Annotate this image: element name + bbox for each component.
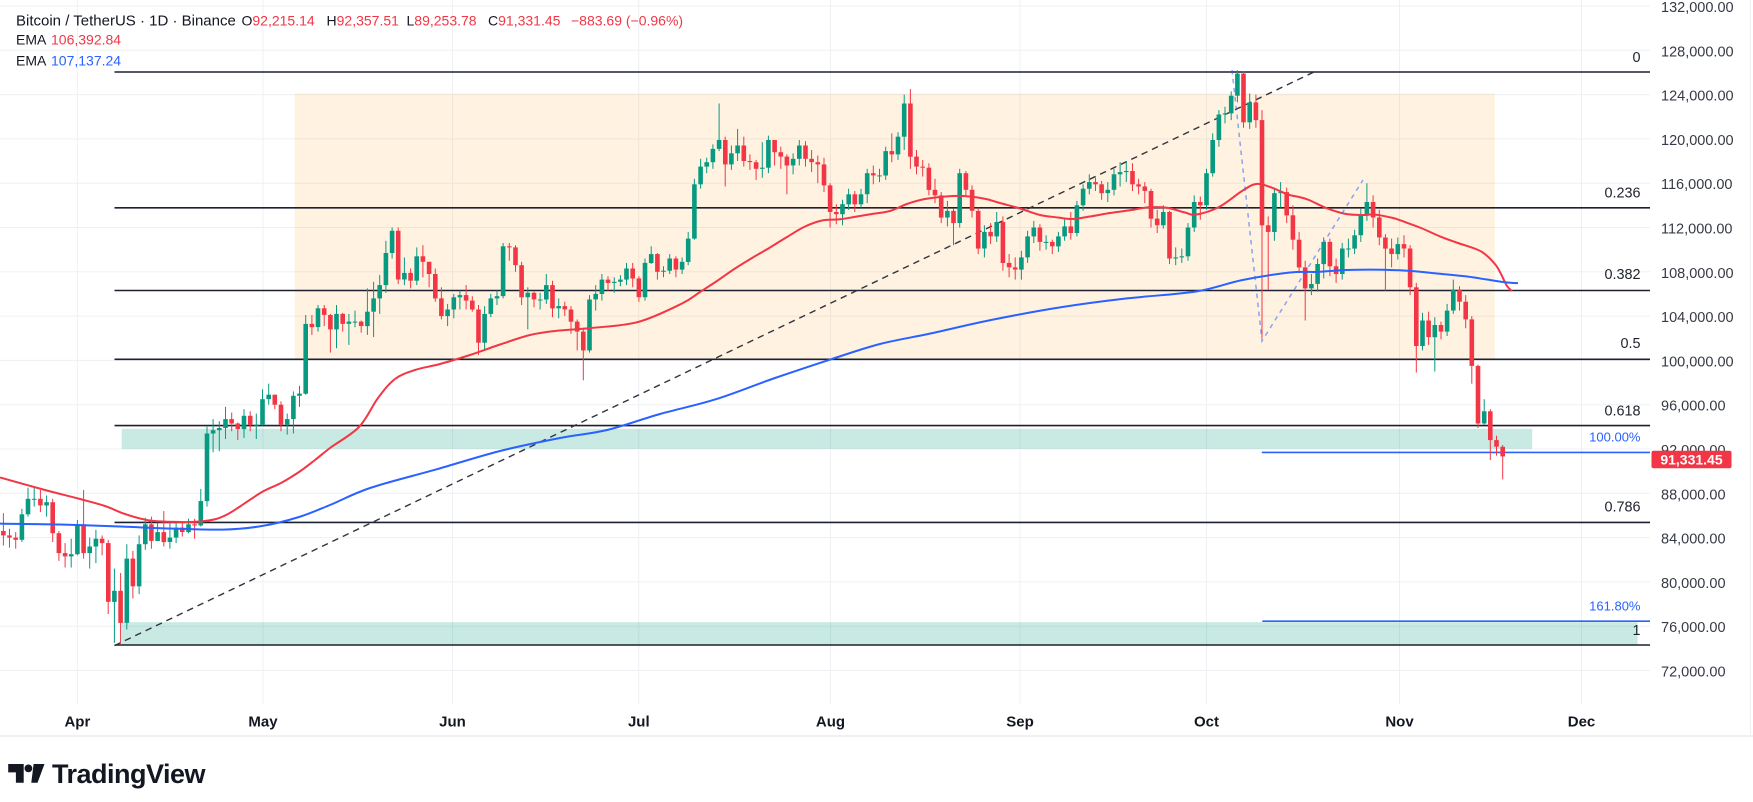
svg-text:76,000.00: 76,000.00: [1661, 620, 1726, 636]
svg-text:Bitcoin / TetherUS · 1D · Bina: Bitcoin / TetherUS · 1D · Binance: [16, 13, 236, 30]
svg-text:108,000.00: 108,000.00: [1661, 266, 1734, 282]
svg-text:O92,215.14: O92,215.14: [242, 13, 315, 29]
svg-text:Nov: Nov: [1385, 714, 1414, 731]
svg-text:72,000.00: 72,000.00: [1661, 665, 1726, 681]
svg-text:Jul: Jul: [628, 714, 650, 731]
svg-text:Apr: Apr: [64, 714, 90, 731]
svg-text:0: 0: [1632, 50, 1640, 66]
svg-text:124,000.00: 124,000.00: [1661, 89, 1734, 105]
svg-text:0.382: 0.382: [1604, 267, 1640, 283]
svg-text:0.5: 0.5: [1620, 336, 1640, 352]
svg-text:91,331.45: 91,331.45: [1660, 451, 1722, 467]
svg-text:84,000.00: 84,000.00: [1661, 532, 1726, 548]
svg-text:0.236: 0.236: [1604, 185, 1640, 201]
svg-text:EMA: EMA: [16, 53, 47, 69]
svg-text:May: May: [248, 714, 278, 731]
svg-text:Jun: Jun: [439, 714, 466, 731]
svg-text:1: 1: [1632, 623, 1640, 639]
svg-text:Oct: Oct: [1194, 714, 1219, 731]
svg-text:EMA: EMA: [16, 32, 47, 48]
svg-text:80,000.00: 80,000.00: [1661, 576, 1726, 592]
svg-text:100,000.00: 100,000.00: [1661, 354, 1734, 370]
svg-text:L89,253.78: L89,253.78: [407, 13, 477, 29]
svg-text:107,137.24: 107,137.24: [51, 53, 121, 69]
svg-text:104,000.00: 104,000.00: [1661, 310, 1734, 326]
svg-text:106,392.84: 106,392.84: [51, 32, 121, 48]
svg-text:H92,357.51: H92,357.51: [327, 13, 400, 29]
svg-text:112,000.00: 112,000.00: [1661, 222, 1733, 238]
svg-text:100.00%: 100.00%: [1589, 430, 1641, 445]
svg-text:TradingView: TradingView: [52, 759, 207, 789]
svg-text:C91,331.45: C91,331.45: [488, 13, 561, 29]
svg-text:161.80%: 161.80%: [1589, 599, 1641, 614]
svg-text:−883.69 (−0.96%): −883.69 (−0.96%): [571, 13, 683, 29]
svg-text:128,000.00: 128,000.00: [1661, 44, 1734, 60]
svg-text:0.618: 0.618: [1604, 404, 1640, 420]
svg-text:88,000.00: 88,000.00: [1661, 487, 1726, 503]
svg-text:Sep: Sep: [1006, 714, 1034, 731]
svg-text:Dec: Dec: [1568, 714, 1596, 731]
svg-text:96,000.00: 96,000.00: [1661, 399, 1726, 415]
svg-text:132,000.00: 132,000.00: [1661, 0, 1734, 16]
svg-text:116,000.00: 116,000.00: [1661, 177, 1733, 193]
svg-text:Aug: Aug: [816, 714, 845, 731]
svg-text:120,000.00: 120,000.00: [1661, 133, 1734, 149]
svg-text:0.786: 0.786: [1604, 500, 1640, 516]
